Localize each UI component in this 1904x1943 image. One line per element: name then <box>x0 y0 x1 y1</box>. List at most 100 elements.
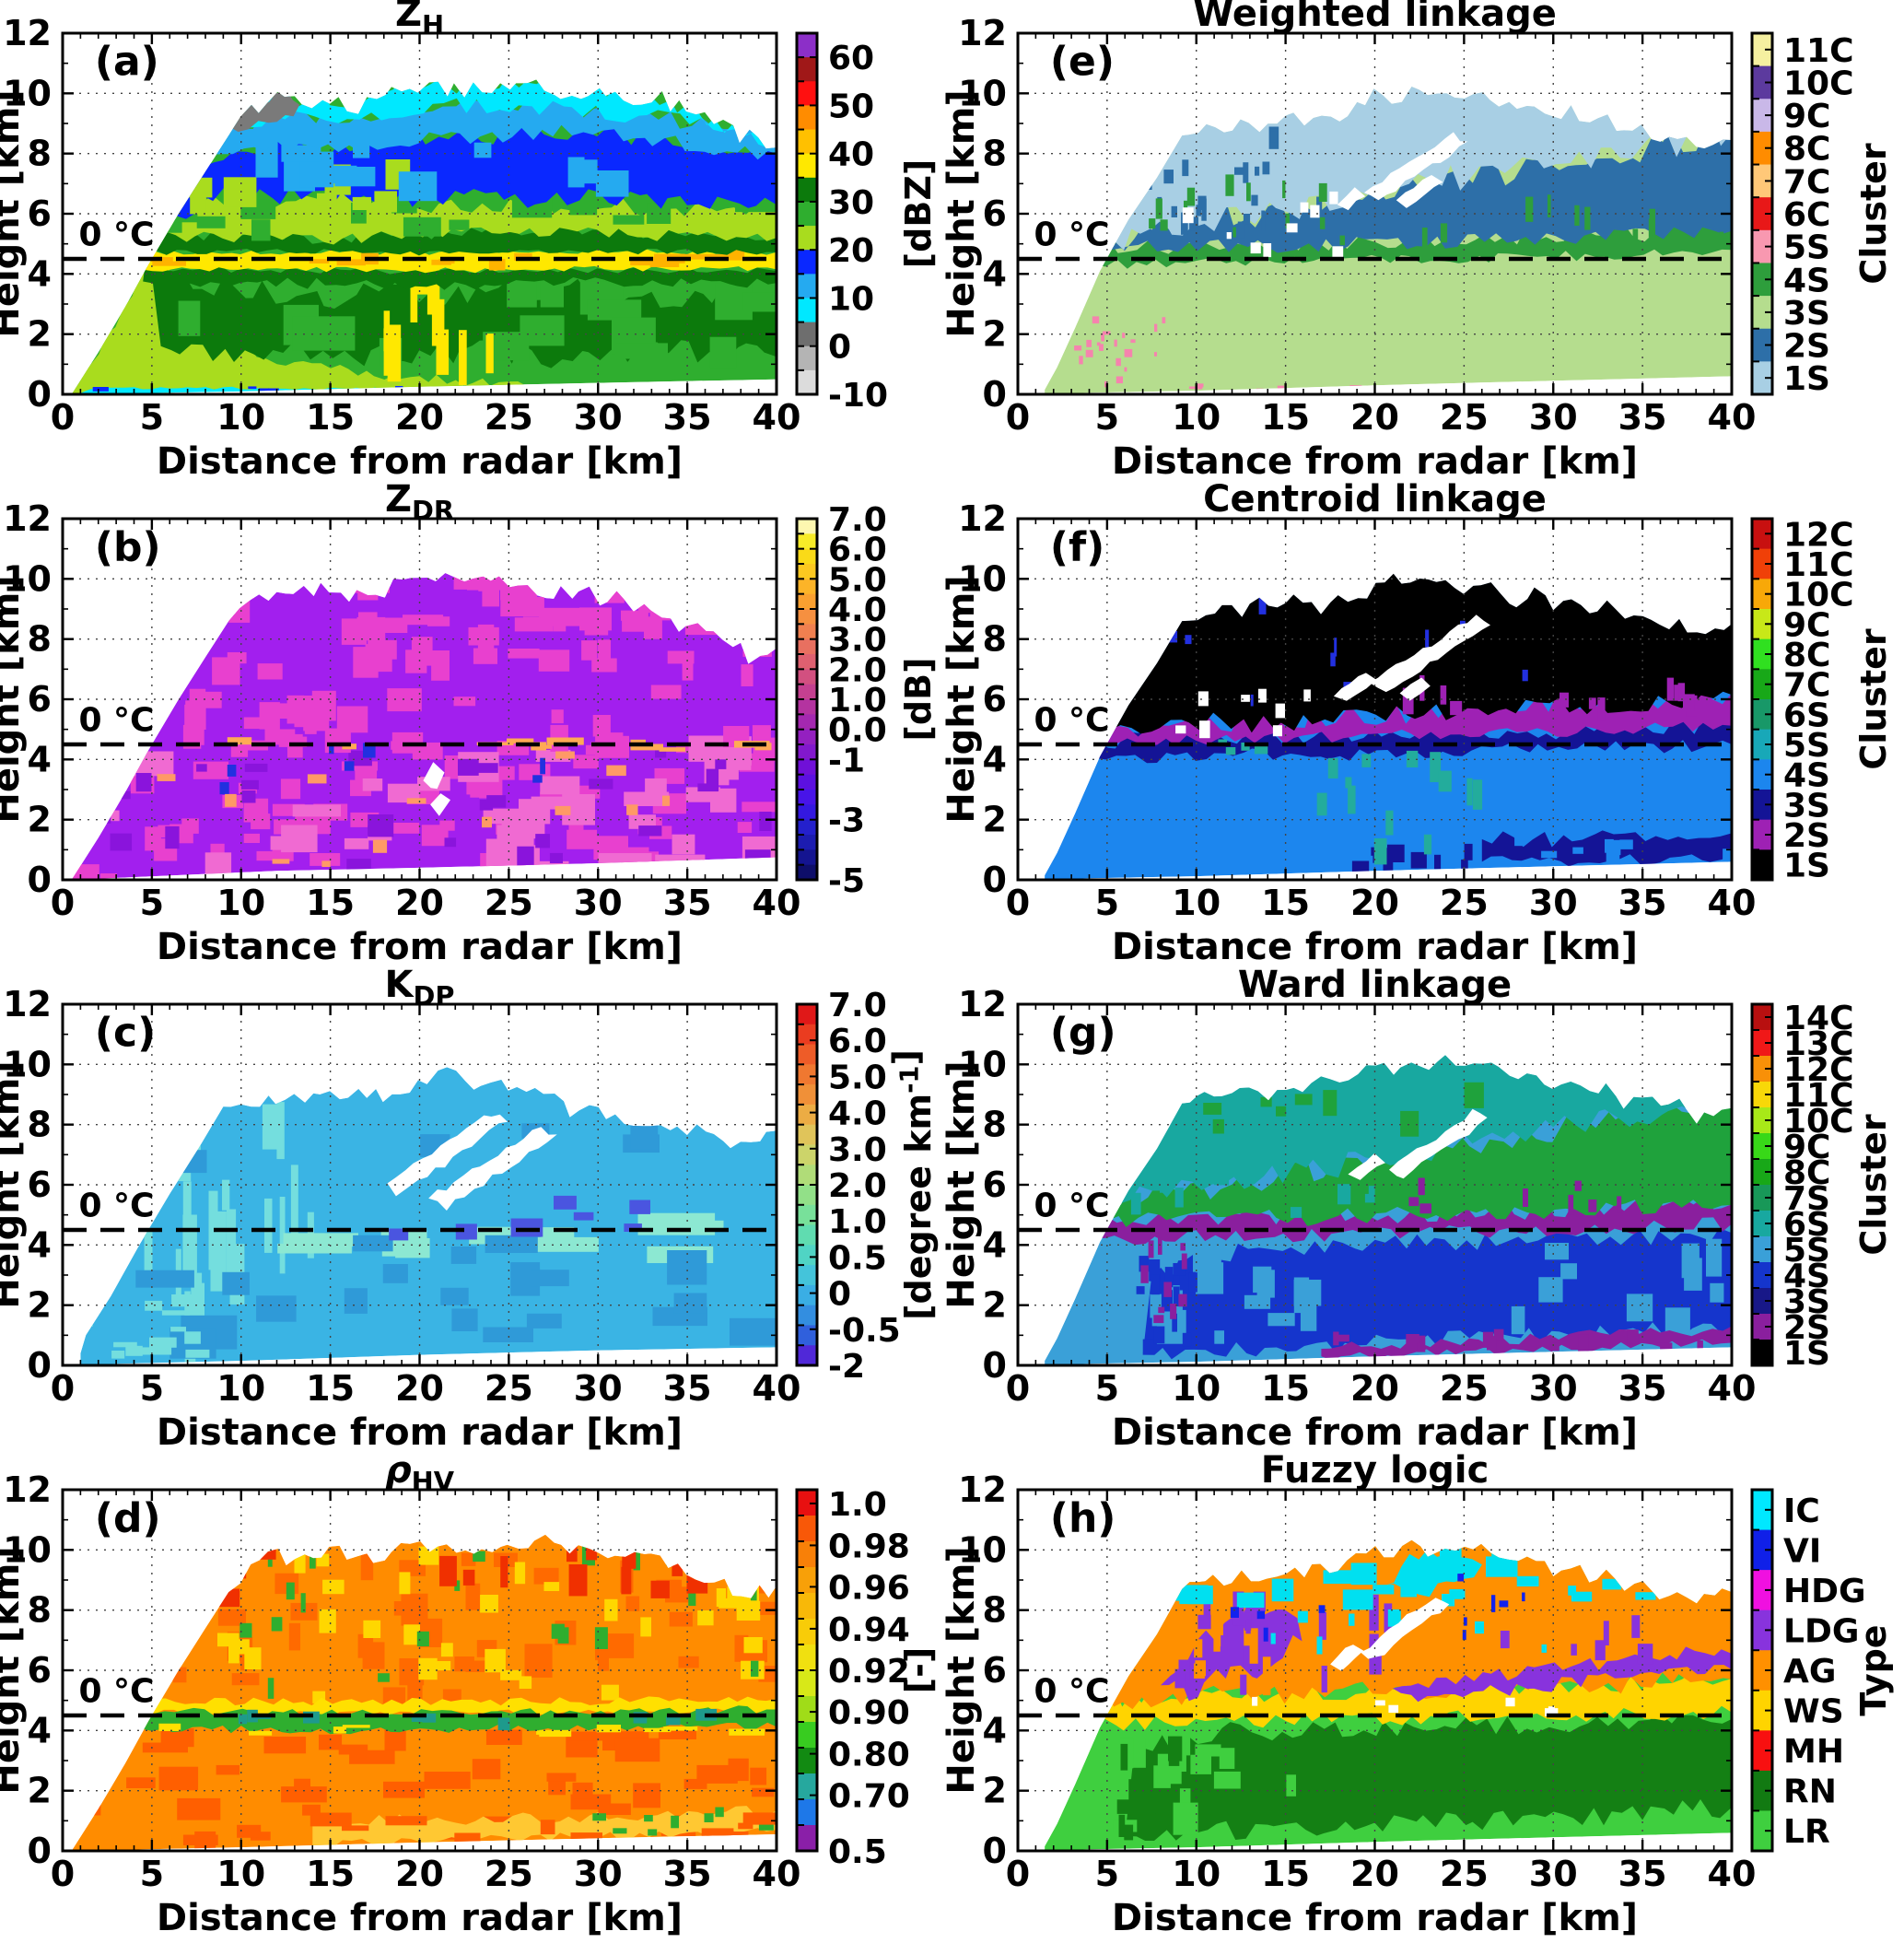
x-tick-label: 10 <box>1172 1854 1221 1894</box>
x-tick-label: 20 <box>395 1368 444 1409</box>
colorbar-unit-label: [degree km-1] <box>886 1049 939 1320</box>
colorbar-border <box>1750 517 1774 882</box>
colorbar-unit-label: [dBZ] <box>898 159 939 268</box>
x-axis-title: Distance from radar [km] <box>157 440 683 483</box>
colorbar-tick-label: 0.0 <box>828 712 887 750</box>
y-tick-label: 8 <box>28 134 52 174</box>
x-tick-label: 5 <box>1095 1854 1119 1894</box>
zero-degree-label: 0 °C <box>1034 1187 1109 1224</box>
x-tick-label: 40 <box>1708 1368 1757 1409</box>
panel-title: Ward linkage <box>1238 964 1512 1006</box>
zero-degree-label: 0 °C <box>78 1672 154 1710</box>
y-tick-label: 12 <box>958 498 1007 539</box>
colorbar-tick-label: 11C <box>1783 32 1854 70</box>
colorbar-tick-label: IC <box>1783 1492 1820 1530</box>
colorbar-tick-label: 14C <box>1783 1000 1854 1037</box>
x-tick-label: 25 <box>485 1854 533 1894</box>
colorbar-tick-label: 20 <box>828 232 874 270</box>
x-tick-label: 40 <box>1708 883 1757 923</box>
colorbar-tick-label: 5S <box>1783 1232 1830 1270</box>
y-tick-label: 10 <box>958 1044 1007 1084</box>
panel-c: 0 °C 0 5 10 15 20 25 30 35 40 0 2 4 6 8 10 12 Distance fr… <box>0 964 939 1454</box>
x-tick-label: 30 <box>574 1854 623 1894</box>
colorbar-tick-label: 12C <box>1783 516 1854 554</box>
colorbar-tick-label: 4.0 <box>828 1095 887 1133</box>
colorbar-tick-label: 0.5 <box>828 1239 887 1277</box>
colorbar-d: 1.00.98 0.96 0.94 0.920.90 0.80 0.70 0.5 [-] <box>795 1486 939 1871</box>
x-tick-label: 20 <box>395 397 444 438</box>
zero-degree-label: 0 °C <box>1034 216 1109 253</box>
colorbar-tick-label: 1S <box>1783 1335 1830 1373</box>
colorbar-tick-label: LR <box>1783 1813 1830 1851</box>
x-axis-title: Distance from radar [km] <box>157 1411 683 1454</box>
colorbar-tick-label: 2S <box>1783 817 1830 855</box>
y-tick-label: 0 <box>983 1831 1007 1871</box>
y-tick-label: 6 <box>28 1165 52 1205</box>
colorbar-tick-label: 0.70 <box>828 1778 910 1816</box>
colorbar-tick-label: 1S <box>1783 848 1830 885</box>
x-tick-label: 40 <box>753 397 801 438</box>
panel-title: Centroid linkage <box>1203 478 1547 521</box>
y-tick-label: 0 <box>28 374 52 415</box>
colorbar-tick-label: 0.98 <box>828 1527 910 1565</box>
colorbar-tick-label: 3S <box>1783 295 1830 333</box>
x-tick-label: 40 <box>1708 397 1757 438</box>
x-tick-label: 25 <box>1440 883 1489 923</box>
x-tick-label: 15 <box>1261 1854 1310 1894</box>
y-axis-title: Height [km] <box>940 1546 983 1794</box>
gridlines <box>63 33 777 394</box>
panel-title: Fuzzy logic <box>1261 1449 1489 1492</box>
colorbar-unit-label: Cluster <box>1853 1114 1894 1256</box>
y-tick-label: 10 <box>958 1529 1007 1570</box>
x-tick-label: 20 <box>395 883 444 923</box>
colorbar-tick-label: 0.90 <box>828 1694 910 1732</box>
x-tick-label: 0 <box>51 1368 75 1409</box>
x-tick-label: 0 <box>1006 1854 1030 1894</box>
colorbar-tick-label: 0 <box>828 1276 851 1314</box>
y-tick-label: 12 <box>3 1469 52 1510</box>
y-tick-label: 2 <box>28 800 52 840</box>
x-tick-label: 15 <box>1261 1368 1310 1409</box>
x-tick-label: 5 <box>1095 397 1119 438</box>
x-tick-label: 10 <box>1172 1368 1221 1409</box>
panel-b: 0 °C 0 5 10 15 20 25 30 35 40 0 2 4 6 8 10 12 Distance fr… <box>0 478 939 968</box>
colorbar-tick-label: AG <box>1783 1653 1836 1691</box>
y-tick-label: 2 <box>983 314 1007 355</box>
colorbar-tick-label: LDG <box>1783 1612 1859 1650</box>
panel-letter-label: (b) <box>95 524 161 571</box>
gridlines <box>1018 1490 1732 1851</box>
panel-letter-label: (d) <box>95 1495 161 1542</box>
colorbar-tick-label: 2.0 <box>828 651 887 689</box>
colorbar-tick-label: 5.0 <box>828 561 887 599</box>
gridlines <box>63 1490 777 1851</box>
y-tick-label: 4 <box>983 253 1007 294</box>
panel-title: Weighted linkage <box>1193 0 1557 35</box>
colorbar-tick-label: 10C <box>1783 1103 1854 1141</box>
y-axis-title: Height [km] <box>0 89 28 337</box>
colorbar-tick-label: 3S <box>1783 787 1830 825</box>
x-tick-label: 10 <box>216 1368 265 1409</box>
colorbar-unit-label: [dB] <box>898 658 939 742</box>
field-layers-b <box>71 573 777 880</box>
y-tick-label: 4 <box>28 1710 52 1750</box>
y-tick-label: 8 <box>983 134 1007 174</box>
panel-letter-label: (g) <box>1050 1010 1116 1057</box>
gridlines <box>1018 519 1732 880</box>
colorbar-tick-label: 5S <box>1783 229 1830 267</box>
colorbar-tick-label: 30 <box>828 184 874 222</box>
y-tick-label: 10 <box>3 73 52 113</box>
x-tick-label: 15 <box>306 883 355 923</box>
colorbar-tick-label: 0 <box>828 329 851 367</box>
y-tick-label: 4 <box>983 1224 1007 1265</box>
x-tick-label: 30 <box>574 883 623 923</box>
colorbar-unit-label: [-] <box>898 1647 939 1694</box>
y-tick-label: 4 <box>983 1710 1007 1750</box>
y-tick-label: 12 <box>3 13 52 53</box>
x-tick-label: 35 <box>663 1368 712 1409</box>
colorbar-tick-label: 5S <box>1783 727 1830 765</box>
colorbar-tick-label: VI <box>1783 1532 1821 1570</box>
colorbar-tick-label: 6.0 <box>828 532 887 569</box>
